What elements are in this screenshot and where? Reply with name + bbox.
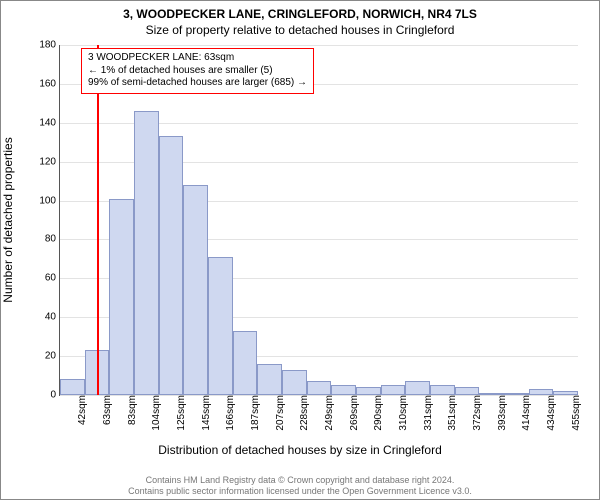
y-tick-label: 140: [39, 117, 60, 128]
y-tick-label: 0: [50, 390, 60, 401]
x-tick-label: 393sqm: [495, 395, 508, 431]
x-tick-label: 42sqm: [75, 395, 88, 425]
histogram-bar: [208, 257, 232, 395]
histogram-bar: [307, 381, 331, 395]
marker-line: [97, 45, 99, 395]
y-tick-label: 160: [39, 78, 60, 89]
histogram-bar: [455, 387, 479, 395]
y-tick-label: 60: [45, 273, 60, 284]
histogram-bar: [60, 379, 84, 395]
histogram-bar: [405, 381, 429, 395]
histogram-bar: [381, 385, 405, 395]
footer-line: Contains HM Land Registry data © Crown c…: [1, 475, 599, 486]
x-tick-label: 372sqm: [470, 395, 483, 431]
histogram-bar: [331, 385, 355, 395]
x-tick-label: 83sqm: [125, 395, 138, 425]
y-tick-label: 180: [39, 40, 60, 51]
x-axis-label: Distribution of detached houses by size …: [1, 443, 599, 457]
footer-line: Contains public sector information licen…: [1, 486, 599, 497]
footer-attribution: Contains HM Land Registry data © Crown c…: [1, 475, 599, 498]
y-axis-label: Number of detached properties: [1, 137, 15, 302]
x-tick-label: 145sqm: [199, 395, 212, 431]
x-tick-label: 63sqm: [100, 395, 113, 425]
y-tick-label: 40: [45, 312, 60, 323]
x-tick-label: 351sqm: [445, 395, 458, 431]
x-tick-label: 455sqm: [569, 395, 582, 431]
y-tick-label: 100: [39, 195, 60, 206]
chart-title-line1: 3, WOODPECKER LANE, CRINGLEFORD, NORWICH…: [1, 7, 599, 21]
x-tick-label: 187sqm: [248, 395, 261, 431]
plot-area: 02040608010012014016018042sqm63sqm83sqm1…: [59, 45, 578, 396]
gridline: [60, 45, 578, 46]
histogram-bar: [356, 387, 380, 395]
histogram-bar: [430, 385, 454, 395]
x-tick-label: 207sqm: [273, 395, 286, 431]
x-tick-label: 434sqm: [544, 395, 557, 431]
histogram-bar: [233, 331, 257, 395]
x-tick-label: 104sqm: [149, 395, 162, 431]
y-tick-label: 80: [45, 234, 60, 245]
x-tick-label: 269sqm: [347, 395, 360, 431]
x-tick-label: 228sqm: [297, 395, 310, 431]
x-tick-label: 290sqm: [371, 395, 384, 431]
callout-line: ← 1% of detached houses are smaller (5): [88, 65, 307, 78]
histogram-bar: [159, 136, 183, 395]
x-tick-label: 166sqm: [223, 395, 236, 431]
histogram-bar: [183, 185, 207, 395]
callout-box: 3 WOODPECKER LANE: 63sqm← 1% of detached…: [81, 48, 314, 94]
chart-title-line2: Size of property relative to detached ho…: [1, 23, 599, 37]
y-tick-label: 120: [39, 156, 60, 167]
x-tick-label: 249sqm: [322, 395, 335, 431]
x-tick-label: 414sqm: [519, 395, 532, 431]
x-tick-label: 310sqm: [396, 395, 409, 431]
callout-line: 3 WOODPECKER LANE: 63sqm: [88, 52, 307, 65]
callout-line: 99% of semi-detached houses are larger (…: [88, 77, 307, 90]
histogram-bar: [257, 364, 281, 395]
histogram-bar: [134, 111, 158, 395]
histogram-bar: [109, 199, 133, 395]
x-tick-label: 331sqm: [421, 395, 434, 431]
histogram-bar: [282, 370, 306, 395]
chart-container: 3, WOODPECKER LANE, CRINGLEFORD, NORWICH…: [0, 0, 600, 500]
x-tick-label: 125sqm: [174, 395, 187, 431]
y-tick-label: 20: [45, 351, 60, 362]
